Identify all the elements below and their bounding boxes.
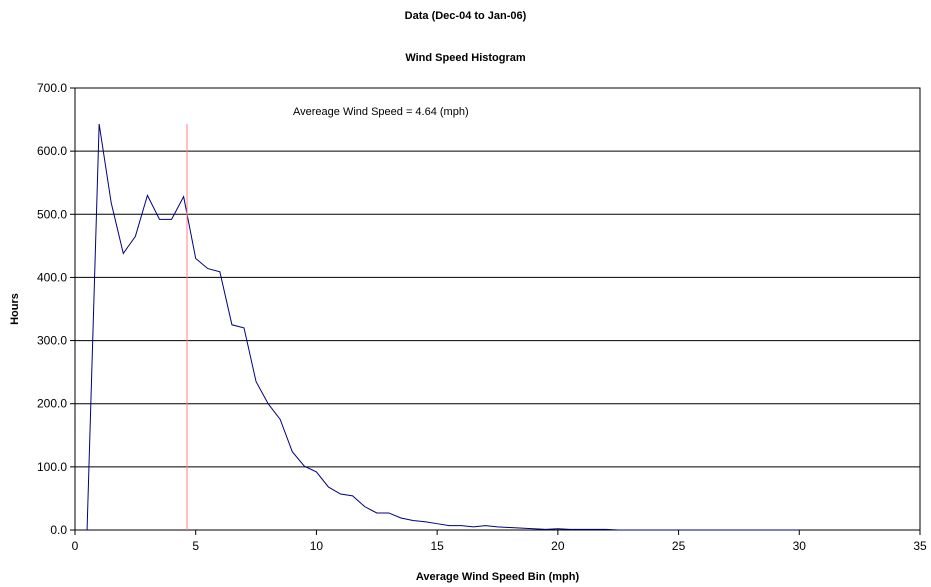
- data-point: [255, 380, 258, 383]
- x-tick-label: 15: [430, 539, 444, 553]
- data-point: [568, 528, 571, 531]
- data-point: [532, 527, 535, 530]
- data-point: [206, 267, 209, 270]
- data-point: [315, 470, 318, 473]
- y-tick-label: 500.0: [37, 207, 67, 221]
- data-point: [98, 122, 101, 125]
- data-point: [605, 528, 608, 531]
- data-point: [472, 525, 475, 528]
- data-point: [774, 529, 777, 532]
- data-point: [798, 529, 801, 532]
- data-point: [653, 529, 656, 532]
- x-tick-label: 0: [72, 539, 79, 553]
- series-layer: [86, 122, 801, 532]
- y-tick-label: 200.0: [37, 397, 67, 411]
- data-point: [86, 529, 89, 532]
- plot-area-frame: [74, 87, 921, 531]
- y-tick-label: 0.0: [50, 523, 67, 537]
- axis-layer: 0.0 100.0 200.0 300.0 400.0 500.0 600.0 700.0 0 5…: [37, 81, 927, 553]
- data-point: [230, 323, 233, 326]
- data-point: [134, 235, 137, 238]
- chart-title: Data (Dec-04 to Jan-06): [404, 10, 527, 22]
- data-point: [387, 511, 390, 514]
- data-point: [725, 529, 728, 532]
- data-point: [146, 194, 149, 197]
- data-point: [412, 519, 415, 522]
- x-axis-title: Average Wind Speed Bin (mph): [416, 571, 580, 583]
- y-axis-title: Hours: [9, 293, 21, 325]
- data-point: [194, 257, 197, 260]
- x-tick-label: 30: [793, 539, 807, 553]
- data-point: [629, 529, 632, 532]
- data-point: [182, 195, 185, 198]
- data-point: [122, 252, 125, 255]
- data-point: [291, 450, 294, 453]
- data-point: [593, 528, 596, 531]
- x-tick-label: 10: [310, 539, 324, 553]
- data-point: [327, 486, 330, 489]
- data-point: [375, 511, 378, 514]
- x-tick-label: 25: [672, 539, 686, 553]
- data-point: [243, 326, 246, 329]
- data-point: [351, 494, 354, 497]
- data-point: [424, 520, 427, 523]
- chart-subtitle: Wind Speed Histogram: [405, 52, 526, 64]
- average-wind-speed-annotation: Avereage Wind Speed = 4.64 (mph): [293, 106, 469, 118]
- data-point: [544, 528, 547, 531]
- data-point: [484, 524, 487, 527]
- x-tick-label: 20: [551, 539, 565, 553]
- grid-layer: [75, 87, 920, 531]
- data-point: [520, 527, 523, 530]
- data-point: [496, 525, 499, 528]
- data-point: [218, 270, 221, 273]
- data-point: [110, 201, 113, 204]
- data-point: [460, 524, 463, 527]
- data-point: [399, 517, 402, 520]
- y-tick-label: 600.0: [37, 144, 67, 158]
- wind-speed-series-line: [86, 123, 800, 531]
- data-point: [170, 218, 173, 221]
- data-point: [267, 402, 270, 405]
- data-point: [556, 527, 559, 530]
- data-point: [436, 522, 439, 525]
- y-tick-label: 100.0: [37, 460, 67, 474]
- x-tick-label: 35: [913, 539, 927, 553]
- data-point: [701, 529, 704, 532]
- data-point: [303, 465, 306, 468]
- y-tick-label: 400.0: [37, 270, 67, 284]
- y-tick-label: 300.0: [37, 334, 67, 348]
- y-tick-label: 700.0: [37, 81, 67, 95]
- data-point: [363, 505, 366, 508]
- data-point: [279, 418, 282, 421]
- data-point: [508, 526, 511, 529]
- data-point: [750, 529, 753, 532]
- data-point: [677, 529, 680, 532]
- data-point: [158, 218, 161, 221]
- data-point: [448, 524, 451, 527]
- data-point: [339, 493, 342, 496]
- data-point: [617, 529, 620, 532]
- x-tick-label: 5: [192, 539, 199, 553]
- data-point: [581, 528, 584, 531]
